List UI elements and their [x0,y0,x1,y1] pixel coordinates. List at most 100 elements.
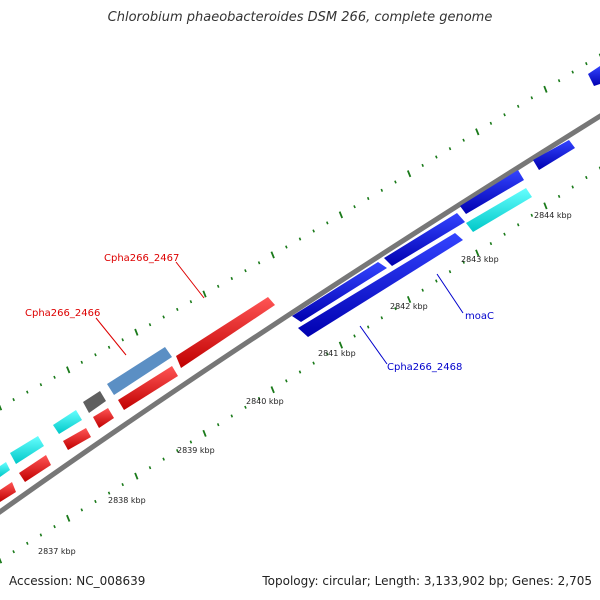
tick-label: 2843 kbp [461,255,499,264]
minor-tick [285,379,288,383]
gene-arrow-reverse-4[interactable] [63,428,91,450]
minor-tick [353,334,356,338]
minor-tick [380,188,384,192]
minor-tick [571,70,574,74]
gene-arrow-reverse-2[interactable] [118,366,178,410]
minor-tick [489,242,493,246]
rna-feature-forward[interactable] [466,188,532,232]
gene-arrow-reverse-5[interactable] [19,455,51,482]
minor-tick [585,61,588,66]
major-tick [406,170,412,178]
major-tick [270,386,275,394]
gene-arrow-reverse-3[interactable] [93,408,114,428]
major-tick [406,295,412,304]
gene-arrow-forward-4[interactable] [460,170,524,214]
minor-tick [285,245,288,249]
minor-tick [121,483,124,487]
minor-tick [26,541,29,545]
minor-tick [53,375,56,379]
gene-label-moac[interactable]: moaC [465,311,494,322]
gene-label-cpha266-2466[interactable]: Cpha266_2466 [25,308,100,319]
minor-tick [189,300,193,304]
gene-arrow-forward-5[interactable] [533,140,575,170]
gene-arrow-moac[interactable] [292,262,387,322]
major-tick [543,85,548,93]
minor-tick [516,223,520,227]
minor-tick [394,307,397,311]
gene-arrow-cpha266-2467[interactable] [176,297,275,368]
minor-tick [516,104,520,108]
rna-feature-reverse-3[interactable] [0,462,10,477]
misc-feature-cpha266-2466[interactable] [107,347,172,395]
minor-tick [39,383,43,387]
minor-tick [435,155,438,159]
label-leaders [95,261,464,365]
minor-tick [176,307,179,311]
major-tick [475,128,480,136]
minor-tick [421,163,424,167]
accession-text: Accession: NC_008639 [9,574,146,588]
major-tick [475,249,480,257]
minor-tick [162,315,165,319]
gene-arrow-reverse-6[interactable] [0,482,16,502]
minor-tick [585,175,588,180]
minor-tick [489,121,493,125]
minor-tick [94,353,97,357]
tick-rows [0,53,600,564]
minor-tick [326,352,329,356]
minor-tick [462,260,465,264]
minor-tick [189,440,193,444]
leader-line-moac [436,273,464,314]
minor-tick [148,466,152,470]
reverse-strand-genes [0,297,275,502]
minor-tick [503,113,506,117]
minor-tick [394,180,397,184]
tick-label: 2840 kbp [246,397,284,406]
minor-tick [557,194,561,198]
major-tick [66,366,71,374]
map-title: Chlorobium phaeobacteroides DSM 266, com… [107,10,493,25]
gene-arrow-forward-6[interactable] [588,66,600,86]
major-tick [66,514,71,522]
gene-label-cpha266-2468[interactable]: Cpha266_2468 [387,362,462,373]
rna-feature-reverse-2[interactable] [10,436,44,464]
minor-tick [121,338,124,342]
tick-label: 2838 kbp [108,496,146,505]
minor-tick [380,316,384,320]
major-tick [338,341,344,349]
gene-arrow-cpha266-2468[interactable] [298,233,463,337]
minor-tick [530,213,534,217]
major-tick [134,472,139,480]
minor-tick [421,288,424,292]
major-tick [338,211,344,219]
gene-label-cpha266-2467[interactable]: Cpha266_2467 [104,253,179,264]
major-tick [202,429,207,437]
gene-labels: Cpha266_2467 Cpha266_2466 moaC Cpha266_2… [25,253,494,373]
minor-tick [298,370,302,374]
minor-tick [39,533,43,537]
gene-arrow-grey[interactable] [83,391,106,413]
minor-tick [80,508,84,512]
minor-tick [230,414,234,418]
minor-tick [462,138,465,142]
minor-tick [366,196,370,201]
minor-tick [107,345,111,349]
minor-tick [26,390,29,394]
minor-tick [571,185,574,189]
tick-label: 2844 kbp [534,211,572,220]
minor-tick [216,423,220,427]
minor-tick [12,397,15,402]
tick-label: 2841 kbp [318,349,356,358]
minor-tick [448,270,452,274]
minor-tick [162,457,165,461]
minor-tick [448,147,452,151]
leader-line-cpha266-2468 [359,325,388,365]
tick-labels: 2837 kbp 2838 kbp 2839 kbp 2840 kbp 2841… [38,211,572,556]
gene-arrow-forward-3[interactable] [384,213,465,266]
rna-feature-reverse-1[interactable] [53,410,82,434]
major-tick [543,202,548,210]
leader-line-cpha266-2466 [95,317,127,356]
major-tick [134,328,139,336]
minor-tick [176,449,179,453]
tick-label: 2842 kbp [390,302,428,311]
